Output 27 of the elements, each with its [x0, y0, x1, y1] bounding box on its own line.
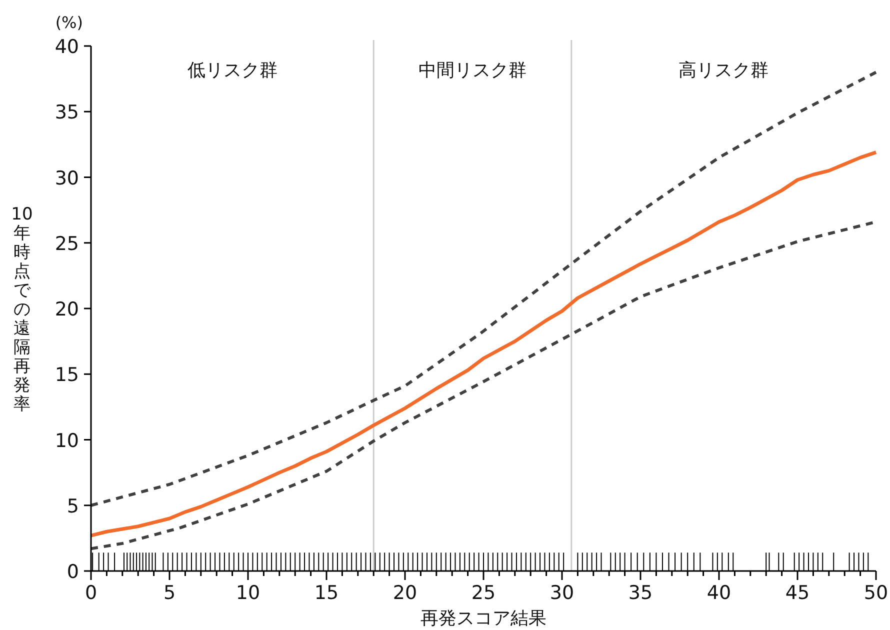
annotation: 中間リスク群: [418, 60, 527, 81]
annotation: 低リスク群: [187, 60, 278, 81]
x-tick-label: 10: [236, 582, 260, 604]
y-tick-label: 15: [54, 364, 79, 386]
annotation: 高リスク群: [678, 60, 769, 81]
y-tick-label: 35: [54, 102, 79, 124]
x-axis-title: 再発スコア結果: [420, 608, 546, 629]
x-tick-label: 15: [314, 582, 339, 604]
x-tick-label: 40: [706, 582, 732, 604]
y-tick-label: 20: [54, 298, 79, 320]
y-tick-label: 0: [66, 561, 79, 583]
x-tick-label: 25: [471, 582, 496, 604]
line-series: [89, 150, 878, 538]
x-tick-label: 35: [628, 582, 653, 604]
y-tick-label: 30: [54, 167, 79, 190]
y-tick-label: 25: [54, 232, 79, 255]
y-tick-label: 5: [66, 495, 79, 518]
x-tick-label: 20: [392, 582, 418, 604]
text: (%): [55, 13, 83, 32]
x-tick-label: 45: [785, 582, 810, 604]
x-tick-label: 5: [163, 582, 176, 604]
text: 10年時点での遠隔再発率: [11, 204, 33, 414]
y-tick-label: 40: [54, 36, 79, 58]
x-tick-label: 0: [84, 582, 98, 604]
x-tick-label: 50: [864, 582, 888, 604]
x-tick-label: 30: [550, 582, 574, 604]
y-tick-label: 10: [54, 430, 79, 452]
